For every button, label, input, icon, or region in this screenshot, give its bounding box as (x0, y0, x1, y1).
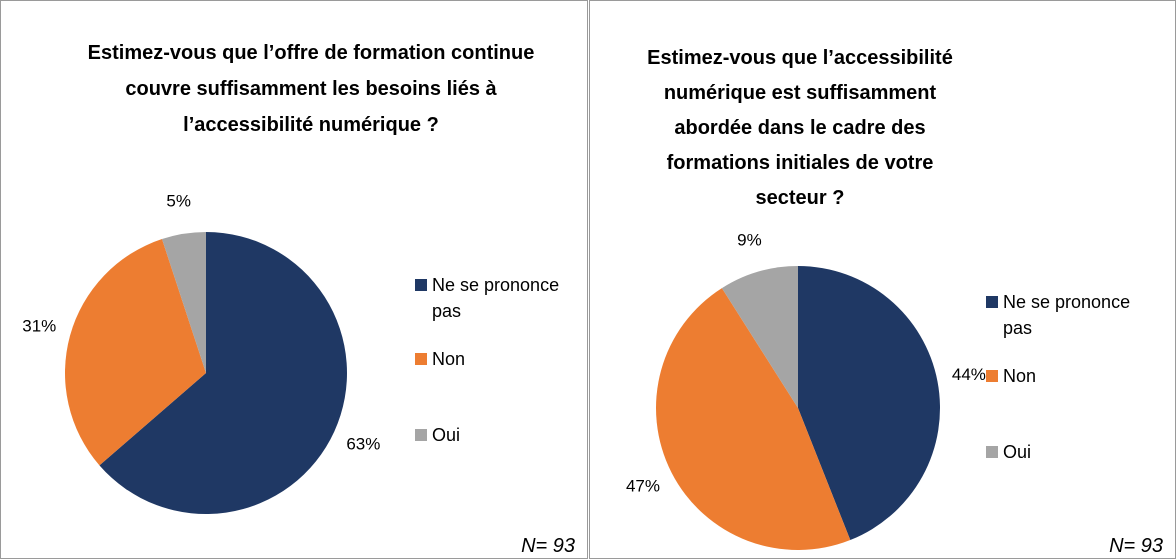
chart-panel: Estimez-vous que l’accessibilité numériq… (589, 0, 1176, 559)
legend-swatch (415, 279, 427, 291)
data-label: 9% (737, 230, 762, 249)
data-label: 31% (22, 316, 56, 335)
pie-slice (721, 266, 798, 408)
legend-label: Ne se prononce pas (1003, 292, 1131, 338)
legend-swatch (986, 370, 998, 382)
legend-item: Non (415, 346, 585, 372)
legend-label: Oui (1003, 442, 1032, 462)
legend-item: Ne se prononce pas (415, 272, 585, 324)
legend-label: Oui (432, 425, 461, 445)
data-label: 63% (346, 434, 380, 453)
note: N= 93 (521, 535, 575, 557)
legend-swatch (415, 429, 427, 441)
pie-slice (656, 288, 851, 550)
pie: 63% 31% 5% (22, 192, 380, 515)
pie-slice (162, 232, 206, 373)
legend-swatch (986, 296, 998, 308)
pie-slice (798, 266, 940, 541)
chart-panel: Estimez-vous que l’offre de formation co… (0, 0, 588, 559)
data-label: 47% (626, 476, 660, 495)
legend-item: Ne se prononce pas (986, 289, 1156, 341)
pie-slice (99, 232, 348, 515)
data-label: 5% (166, 192, 191, 211)
legend-swatch (415, 353, 427, 365)
legend-label: Non (432, 349, 466, 369)
pie-slice (65, 239, 207, 466)
legend-label: Ne se prononce pas (432, 275, 560, 321)
legend-item: Non (986, 363, 1156, 389)
legend-label: Non (1003, 366, 1037, 386)
legend-swatch (986, 446, 998, 458)
chart-title: Estimez-vous que l’offre de formation co… (87, 42, 535, 136)
chart-title: Estimez-vous que l’accessibilité numériq… (647, 47, 953, 209)
data-label: 44% (952, 365, 986, 384)
pie: 44% 47% 9% (626, 230, 986, 550)
legend-item: Oui (415, 422, 585, 448)
legend-item: Oui (986, 439, 1156, 465)
note: N= 93 (1109, 535, 1163, 557)
